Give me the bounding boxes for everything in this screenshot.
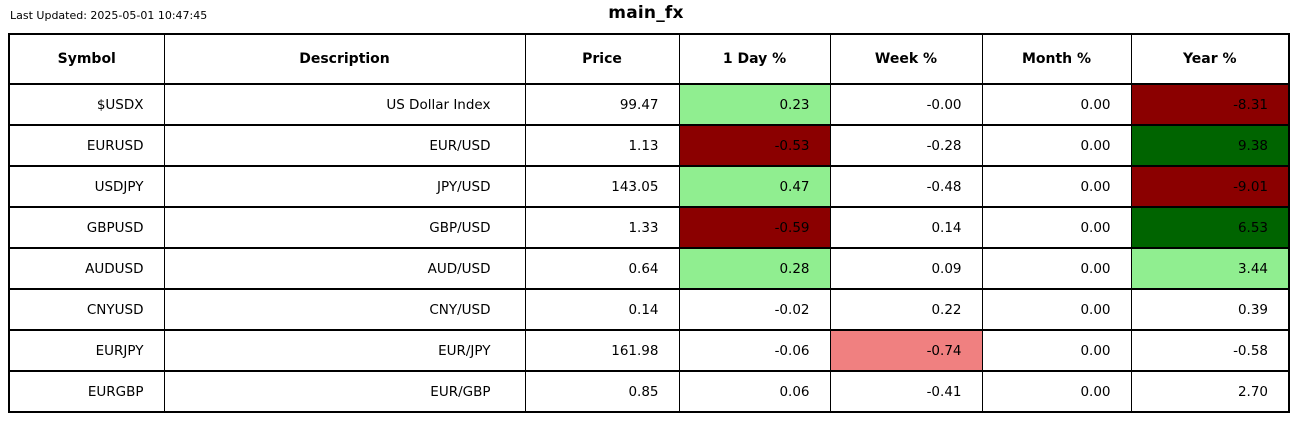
cell-USDJPY-week: -0.48 — [829, 165, 983, 208]
cell-EURUSD-price: 1.13 — [524, 124, 680, 167]
cell-EURJPY-week: -0.74 — [829, 329, 983, 372]
cell-EURGBP-symbol: EURGBP — [8, 370, 165, 413]
cell-AUDUSD-week: 0.09 — [829, 247, 983, 290]
cell-CNYUSD-description: CNY/USD — [163, 288, 526, 331]
page-title: main_fx — [608, 3, 684, 23]
cell-CNYUSD-month: 0.00 — [981, 288, 1132, 331]
cell-$USDX-month: 0.00 — [981, 83, 1132, 126]
header-row: Symbol Description Price 1 Day % Week % Month… — [8, 33, 1290, 85]
cell-USDJPY-day: 0.47 — [678, 165, 831, 208]
cell-CNYUSD-symbol: CNYUSD — [8, 288, 165, 331]
cell-EURGBP-price: 0.85 — [524, 370, 680, 413]
header-cell-description: Description — [163, 33, 526, 85]
cell-CNYUSD-year: 0.39 — [1130, 288, 1290, 331]
cell-$USDX-symbol: $USDX — [8, 83, 165, 126]
cell-EURJPY-day: -0.06 — [678, 329, 831, 372]
header-cell-week: Week % — [829, 33, 983, 85]
cell-USDJPY-description: JPY/USD — [163, 165, 526, 208]
table-body: $USDX US Dollar Index 99.47 0.23 -0.00 0.00 -8… — [8, 83, 1290, 413]
table-row-GBPUSD: GBPUSD GBP/USD 1.33 -0.59 0.14 0.00 6.53 — [8, 206, 1290, 249]
cell-EURJPY-price: 161.98 — [524, 329, 680, 372]
cell-AUDUSD-symbol: AUDUSD — [8, 247, 165, 290]
cell-EURGBP-month: 0.00 — [981, 370, 1132, 413]
cell-EURGBP-year: 2.70 — [1130, 370, 1290, 413]
header-cell-year: Year % — [1130, 33, 1290, 85]
cell-EURGBP-day: 0.06 — [678, 370, 831, 413]
header-cell-day: 1 Day % — [678, 33, 831, 85]
cell-USDJPY-price: 143.05 — [524, 165, 680, 208]
cell-EURJPY-year: -0.58 — [1130, 329, 1290, 372]
header-cell-month: Month % — [981, 33, 1132, 85]
cell-AUDUSD-day: 0.28 — [678, 247, 831, 290]
table-row-EURJPY: EURJPY EUR/JPY 161.98 -0.06 -0.74 0.00 -0.58 — [8, 329, 1290, 372]
cell-EURGBP-description: EUR/GBP — [163, 370, 526, 413]
topbar: Last Updated: 2025-05-01 10:47:45 main_f… — [0, 0, 1292, 33]
cell-AUDUSD-description: AUD/USD — [163, 247, 526, 290]
last-updated-label: Last Updated: 2025-05-01 10:47:45 — [10, 9, 208, 22]
cell-GBPUSD-week: 0.14 — [829, 206, 983, 249]
table-row-EURGBP: EURGBP EUR/GBP 0.85 0.06 -0.41 0.00 2.70 — [8, 370, 1290, 413]
header-cell-symbol: Symbol — [8, 33, 165, 85]
table-row-CNYUSD: CNYUSD CNY/USD 0.14 -0.02 0.22 0.00 0.39 — [8, 288, 1290, 331]
cell-EURUSD-description: EUR/USD — [163, 124, 526, 167]
table-row-AUDUSD: AUDUSD AUD/USD 0.64 0.28 0.09 0.00 3.44 — [8, 247, 1290, 290]
cell-CNYUSD-price: 0.14 — [524, 288, 680, 331]
cell-USDJPY-symbol: USDJPY — [8, 165, 165, 208]
cell-EURUSD-day: -0.53 — [678, 124, 831, 167]
cell-GBPUSD-month: 0.00 — [981, 206, 1132, 249]
cell-$USDX-price: 99.47 — [524, 83, 680, 126]
table-row-EURUSD: EURUSD EUR/USD 1.13 -0.53 -0.28 0.00 9.38 — [8, 124, 1290, 167]
cell-$USDX-week: -0.00 — [829, 83, 983, 126]
cell-GBPUSD-price: 1.33 — [524, 206, 680, 249]
cell-EURUSD-symbol: EURUSD — [8, 124, 165, 167]
header-cell-price: Price — [524, 33, 680, 85]
cell-EURUSD-week: -0.28 — [829, 124, 983, 167]
cell-AUDUSD-price: 0.64 — [524, 247, 680, 290]
cell-EURJPY-symbol: EURJPY — [8, 329, 165, 372]
cell-USDJPY-month: 0.00 — [981, 165, 1132, 208]
cell-EURJPY-month: 0.00 — [981, 329, 1132, 372]
cell-EURGBP-week: -0.41 — [829, 370, 983, 413]
cell-GBPUSD-day: -0.59 — [678, 206, 831, 249]
cell-GBPUSD-symbol: GBPUSD — [8, 206, 165, 249]
cell-AUDUSD-year: 3.44 — [1130, 247, 1290, 290]
cell-USDJPY-year: -9.01 — [1130, 165, 1290, 208]
cell-EURUSD-month: 0.00 — [981, 124, 1132, 167]
cell-$USDX-description: US Dollar Index — [163, 83, 526, 126]
cell-CNYUSD-week: 0.22 — [829, 288, 983, 331]
cell-$USDX-day: 0.23 — [678, 83, 831, 126]
cell-AUDUSD-month: 0.00 — [981, 247, 1132, 290]
cell-$USDX-year: -8.31 — [1130, 83, 1290, 126]
table-row-$USDX: $USDX US Dollar Index 99.47 0.23 -0.00 0.00 -8… — [8, 83, 1290, 126]
cell-GBPUSD-year: 6.53 — [1130, 206, 1290, 249]
table-row-USDJPY: USDJPY JPY/USD 143.05 0.47 -0.48 0.00 -9.01 — [8, 165, 1290, 208]
cell-EURUSD-year: 9.38 — [1130, 124, 1290, 167]
cell-EURJPY-description: EUR/JPY — [163, 329, 526, 372]
cell-GBPUSD-description: GBP/USD — [163, 206, 526, 249]
cell-CNYUSD-day: -0.02 — [678, 288, 831, 331]
fx-table: Symbol Description Price 1 Day % Week % Month… — [8, 33, 1290, 413]
